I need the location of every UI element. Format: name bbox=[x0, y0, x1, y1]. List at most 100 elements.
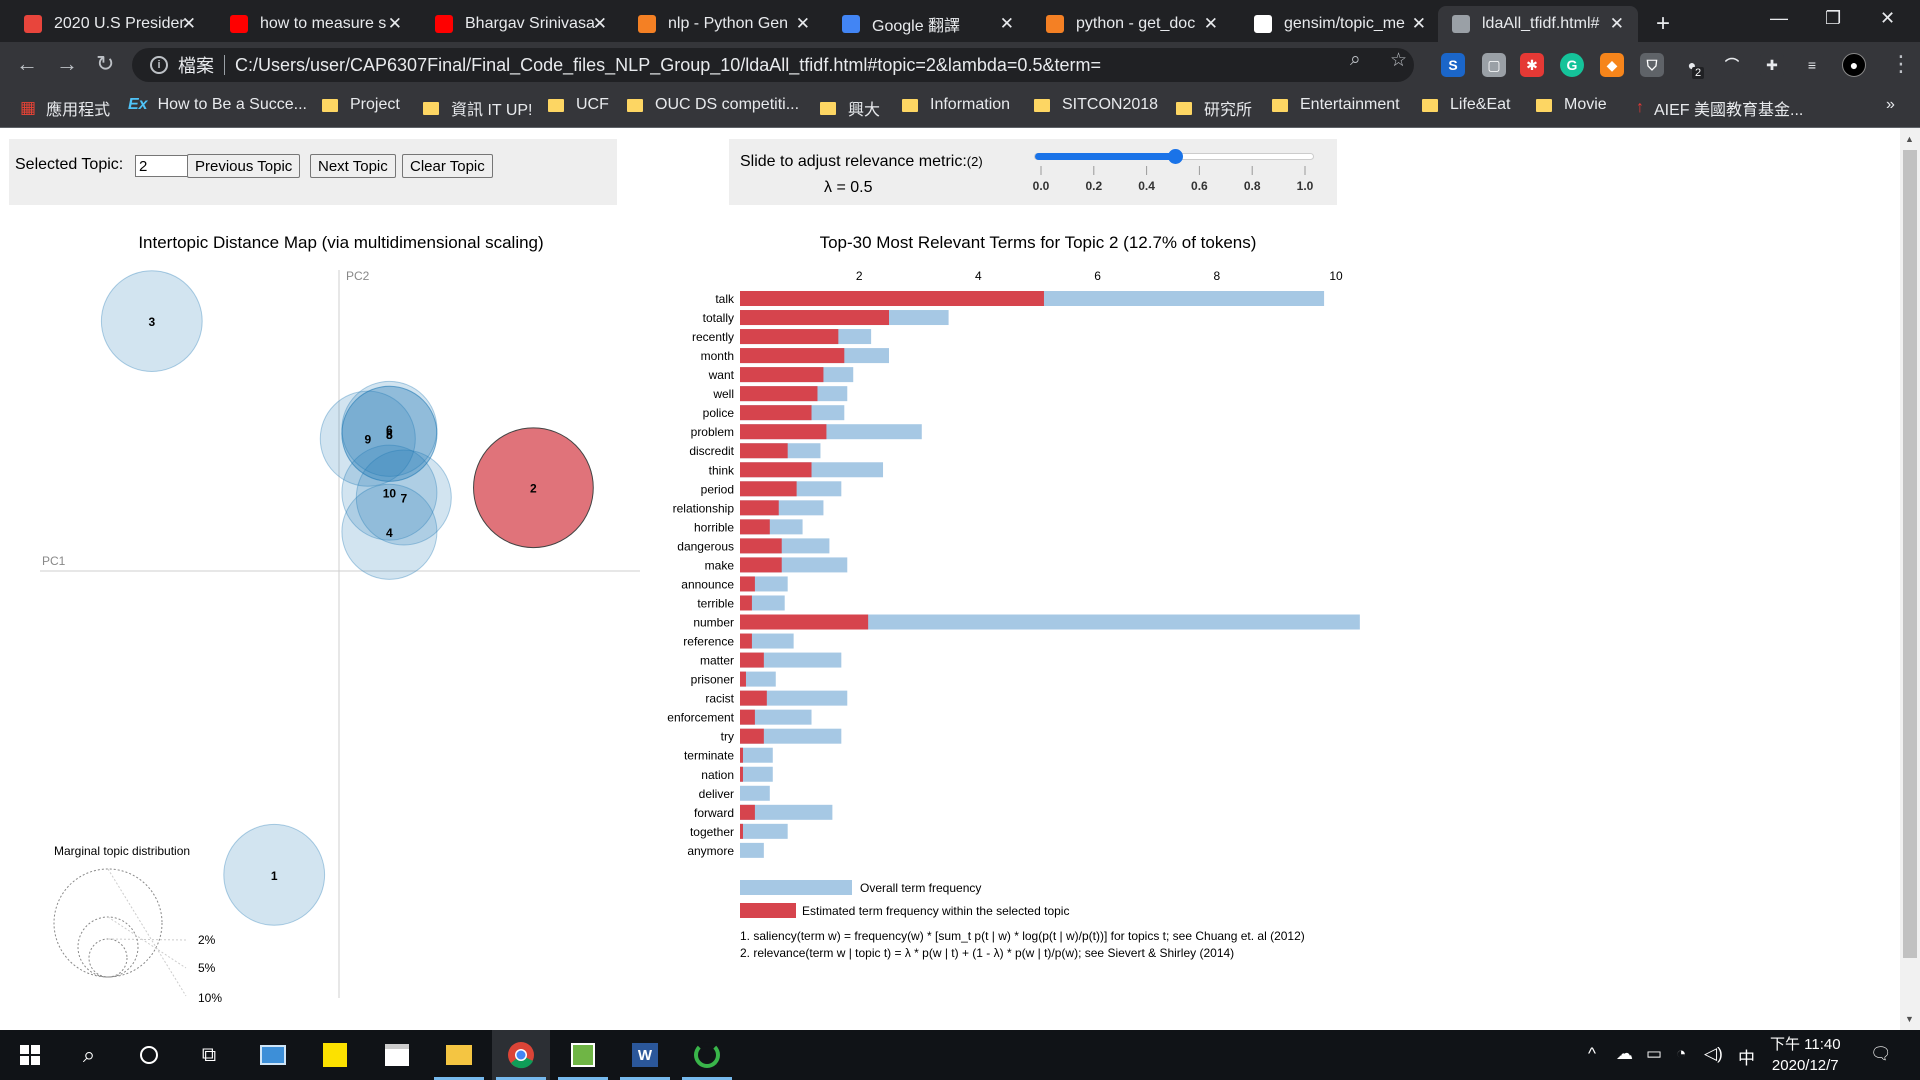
topic-frequency-bar[interactable] bbox=[740, 671, 746, 687]
term-label[interactable]: forward bbox=[694, 806, 734, 820]
loading-ring-icon[interactable] bbox=[678, 1030, 736, 1080]
bookmark-item[interactable]: Ex How to Be a Succe... bbox=[128, 96, 307, 114]
term-label[interactable]: announce bbox=[681, 577, 734, 591]
info-icon[interactable]: i bbox=[150, 56, 168, 74]
file-explorer-icon[interactable] bbox=[430, 1030, 488, 1080]
topic-frequency-bar[interactable] bbox=[740, 386, 818, 402]
term-label[interactable]: terminate bbox=[684, 749, 734, 763]
media-control-icon[interactable]: ≡ bbox=[1800, 53, 1824, 77]
overall-frequency-bar[interactable] bbox=[740, 823, 788, 839]
topic-circle-4[interactable] bbox=[341, 483, 438, 580]
bookmark-item[interactable]: Entertainment bbox=[1272, 96, 1400, 114]
word-icon[interactable]: W bbox=[616, 1030, 674, 1080]
topic-frequency-bar[interactable] bbox=[740, 728, 764, 744]
close-tab-icon[interactable]: ✕ bbox=[181, 14, 196, 33]
bookmark-item[interactable]: OUC DS competiti... bbox=[627, 96, 799, 114]
topic-frequency-bar[interactable] bbox=[740, 747, 743, 763]
close-tab-icon[interactable]: ✕ bbox=[387, 14, 402, 33]
term-label[interactable]: try bbox=[721, 730, 734, 744]
tab-5[interactable]: Google 翻譯 ✕ bbox=[828, 6, 1028, 42]
shield-icon[interactable]: ⛉ bbox=[1640, 53, 1664, 77]
topic-frequency-bar[interactable] bbox=[740, 614, 869, 630]
bookmark-item[interactable]: 興大 bbox=[820, 96, 880, 120]
topic-frequency-bar[interactable] bbox=[740, 557, 782, 573]
close-tab-icon[interactable]: ✕ bbox=[1609, 14, 1624, 33]
minimize-button[interactable]: — bbox=[1770, 8, 1788, 28]
topic-frequency-bar[interactable] bbox=[740, 462, 812, 478]
wifi-icon[interactable]: ◔ bbox=[1676, 1044, 1687, 1063]
term-label[interactable]: recently bbox=[692, 330, 734, 344]
term-label[interactable]: relationship bbox=[673, 501, 735, 515]
overall-frequency-bar[interactable] bbox=[740, 804, 833, 820]
topic-frequency-bar[interactable] bbox=[740, 690, 767, 706]
close-tab-icon[interactable]: ✕ bbox=[1203, 14, 1218, 33]
bookmark-item[interactable]: SITCON2018 bbox=[1034, 96, 1158, 114]
bookmark-item[interactable]: UCF bbox=[548, 96, 609, 114]
page-scrollbar[interactable]: ▲ ▼ bbox=[1900, 128, 1920, 1030]
chrome-icon[interactable] bbox=[492, 1030, 550, 1080]
topic-circle-5[interactable] bbox=[341, 385, 438, 482]
term-label[interactable]: terrible bbox=[697, 596, 734, 610]
term-label[interactable]: make bbox=[705, 558, 735, 572]
scroll-down-arrow[interactable]: ▼ bbox=[1905, 1014, 1914, 1024]
reload-icon[interactable]: ↻ bbox=[96, 51, 115, 76]
topic-frequency-bar[interactable] bbox=[740, 823, 743, 839]
metamask-icon[interactable]: ◆ bbox=[1600, 53, 1624, 77]
system-clock[interactable]: 下午 11:40 2020/12/7 bbox=[1770, 1034, 1841, 1076]
topic-circle-1[interactable] bbox=[223, 823, 326, 926]
topic-circle-10[interactable] bbox=[341, 444, 438, 541]
topic-frequency-bar[interactable] bbox=[740, 310, 889, 326]
topic-frequency-bar[interactable] bbox=[740, 405, 812, 421]
topic-circle-8[interactable] bbox=[341, 385, 438, 482]
topic-frequency-bar[interactable] bbox=[740, 500, 779, 516]
term-label[interactable]: matter bbox=[700, 654, 734, 668]
topic-frequency-bar[interactable] bbox=[740, 652, 764, 668]
previous-topic-button[interactable]: Previous Topic bbox=[187, 154, 301, 178]
topic-frequency-bar[interactable] bbox=[740, 424, 827, 440]
bookmarks-overflow-button[interactable]: » bbox=[1886, 96, 1895, 113]
topic-frequency-bar[interactable] bbox=[740, 443, 788, 459]
selected-topic-input[interactable] bbox=[135, 155, 191, 177]
term-label[interactable]: number bbox=[693, 616, 734, 630]
tab-3[interactable]: Bhargav Srinivasa ✕ bbox=[421, 6, 621, 42]
topic-frequency-bar[interactable] bbox=[740, 367, 824, 383]
overall-frequency-bar[interactable] bbox=[740, 766, 773, 782]
volume-icon[interactable]: ◁) bbox=[1704, 1044, 1723, 1063]
tab-7[interactable]: gensim/topic_me ✕ bbox=[1240, 6, 1440, 42]
topic-circle-6[interactable] bbox=[341, 380, 438, 477]
scroll-up-arrow[interactable]: ▲ bbox=[1905, 134, 1914, 144]
term-label[interactable]: dangerous bbox=[677, 539, 734, 553]
arc-extension-icon[interactable]: ⌒ bbox=[1720, 53, 1744, 77]
term-label[interactable]: want bbox=[708, 368, 735, 382]
bookmark-item[interactable]: ▦ 應用程式 bbox=[20, 96, 110, 120]
paint-icon[interactable] bbox=[554, 1030, 612, 1080]
term-label[interactable]: nation bbox=[701, 768, 734, 782]
topic-frequency-bar[interactable] bbox=[740, 766, 743, 782]
s-extension-icon[interactable]: S bbox=[1441, 53, 1465, 77]
term-label[interactable]: talk bbox=[715, 292, 735, 306]
back-arrow-icon[interactable]: ← bbox=[16, 51, 38, 76]
bookmark-item[interactable]: 資訊 IT UP! bbox=[423, 96, 533, 120]
store-icon[interactable] bbox=[368, 1030, 426, 1080]
tab-6[interactable]: python - get_doc ✕ bbox=[1032, 6, 1232, 42]
next-topic-button[interactable]: Next Topic bbox=[310, 154, 396, 178]
slider-thumb[interactable] bbox=[1168, 149, 1183, 164]
topic-frequency-bar[interactable] bbox=[740, 538, 782, 554]
notification-icon[interactable]: 🗨 bbox=[1870, 1044, 1892, 1063]
topic-frequency-bar[interactable] bbox=[740, 329, 839, 345]
tab-2[interactable]: how to measure s ✕ bbox=[216, 6, 416, 42]
term-label[interactable]: prisoner bbox=[691, 673, 734, 687]
close-window-button[interactable]: ✕ bbox=[1880, 8, 1896, 28]
search-icon[interactable]: ⌕ bbox=[82, 1042, 96, 1067]
term-label[interactable]: period bbox=[701, 482, 734, 496]
clear-topic-button[interactable]: Clear Topic bbox=[402, 154, 493, 178]
term-label[interactable]: totally bbox=[703, 311, 734, 325]
profile-avatar[interactable]: ● bbox=[1842, 53, 1866, 77]
topic-frequency-bar[interactable] bbox=[740, 576, 755, 592]
tab-8[interactable]: ldaAll_tfidf.html# ✕ bbox=[1438, 6, 1638, 42]
term-label[interactable]: enforcement bbox=[667, 711, 734, 725]
close-tab-icon[interactable]: ✕ bbox=[999, 14, 1014, 33]
topic-frequency-bar[interactable] bbox=[740, 595, 752, 611]
control-panel-icon[interactable] bbox=[244, 1030, 302, 1080]
topic-circle-9[interactable] bbox=[319, 390, 416, 487]
